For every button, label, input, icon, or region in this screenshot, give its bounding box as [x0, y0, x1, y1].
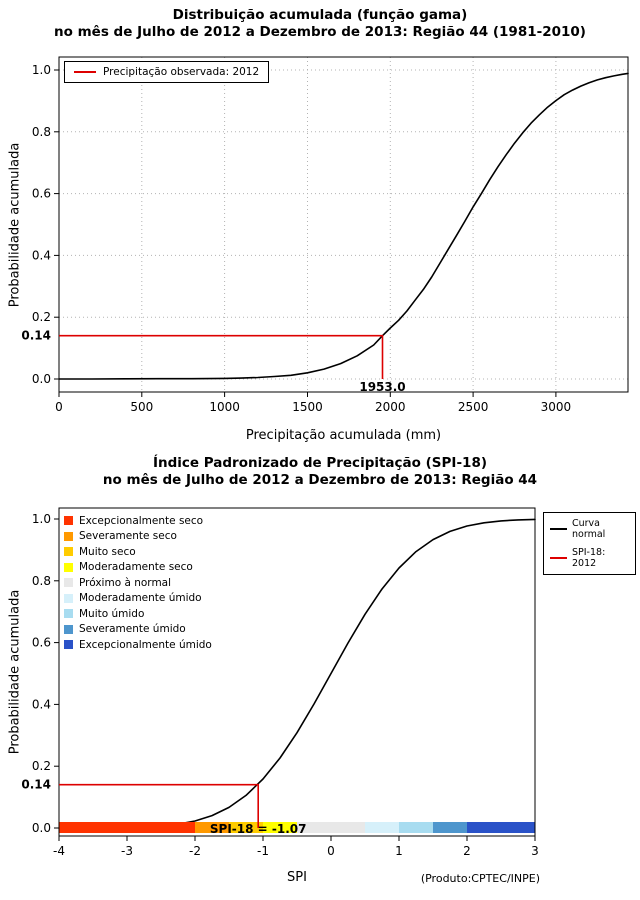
category-label: Próximo à normal: [79, 576, 172, 589]
spi-category-bar-segment: [297, 822, 365, 833]
y-tick-label: 0.2: [32, 759, 51, 773]
y-tick-label: 0.6: [32, 187, 51, 201]
top-yaxis-label: Probabilidade acumulada: [7, 142, 23, 308]
y-tick-label: 0.4: [32, 248, 51, 262]
category-label: Muito úmido: [79, 607, 145, 620]
y-tick-label: 0.2: [32, 310, 51, 324]
x-tick-label: 1: [395, 844, 403, 858]
bottom-chart-legend: Curva normal SPI-18: 2012: [543, 512, 636, 575]
category-legend-item: Próximo à normal: [64, 575, 212, 591]
category-legend-item: Muito seco: [64, 544, 212, 560]
y-tick-label: 0.8: [32, 574, 51, 588]
category-legend-item: Moderadamente úmido: [64, 591, 212, 607]
plot-box: [58, 56, 629, 393]
category-legend-item: Excepcionalmente úmido: [64, 637, 212, 653]
spi-value-annotation: SPI-18 = -1.07: [210, 822, 307, 836]
credit-text: (Produto:CPTEC/INPE): [420, 872, 540, 885]
category-swatch-icon: [64, 609, 73, 619]
observed-value-line: [59, 783, 260, 828]
probability-annotation: 0.14: [21, 329, 51, 343]
category-legend-item: Excepcionalmente seco: [64, 513, 212, 529]
legend-label-spi-2012: SPI-18: 2012: [572, 546, 606, 569]
category-label: Excepcionalmente úmido: [79, 638, 212, 651]
y-tick-label: 0.8: [32, 125, 51, 139]
x-tick-label: -2: [189, 844, 201, 858]
cdf-curve: [58, 72, 629, 380]
y-tick-label: 0.4: [32, 697, 51, 711]
category-legend-item: Severamente seco: [64, 529, 212, 545]
top-chart-title: Distribuição acumulada (função gama): [172, 7, 468, 23]
spi-category-bar-segment: [195, 822, 229, 833]
category-swatch-icon: [64, 562, 73, 572]
y-tick-label: 1.0: [32, 512, 51, 526]
y-tick-label: 0.6: [32, 636, 51, 650]
bottom-xaxis-label: SPI: [287, 870, 307, 885]
x-tick-label: 0: [55, 400, 63, 414]
category-swatch-icon: [64, 578, 73, 588]
x-tick-label: 0: [327, 844, 335, 858]
observed-value-line: [59, 334, 384, 379]
observed-x-annotation: 1953.0: [359, 380, 405, 394]
category-legend-item: Severamente úmido: [64, 622, 212, 638]
spi-category-bar-segment: [263, 822, 297, 833]
x-tick-label: 1500: [292, 400, 323, 414]
y-tick-label: 0.0: [32, 821, 51, 835]
bottom-yaxis-label: Probabilidade acumulada: [7, 589, 23, 755]
x-tick-label: 500: [130, 400, 153, 414]
top-chart-subtitle: no mês de Julho de 2012 a Dezembro de 20…: [54, 24, 586, 40]
legend-label-normal-curve: Curva normal: [572, 518, 606, 541]
spi-category-bar-segment: [229, 822, 263, 833]
category-swatch-icon: [64, 531, 73, 541]
x-tick-label: 1000: [209, 400, 240, 414]
spi-category-bar-segment: [365, 822, 399, 833]
top-chart-legend: Precipitação observada: 2012: [64, 61, 270, 83]
spi-category-legend: Excepcionalmente seco Severamente seco Mui…: [64, 513, 212, 653]
category-legend-item: Moderadamente seco: [64, 560, 212, 576]
x-tick-label: 2000: [375, 400, 406, 414]
category-swatch-icon: [64, 640, 73, 650]
spi-category-bar-segment: [59, 822, 195, 833]
spi-category-bar-segment: [433, 822, 467, 833]
category-label: Severamente seco: [79, 530, 177, 543]
observed-line-sample-icon: [74, 71, 96, 73]
category-swatch-icon: [64, 516, 73, 526]
x-tick-label: 3: [531, 844, 539, 858]
category-label: Excepcionalmente seco: [79, 514, 204, 527]
spi-line-sample-icon: [550, 556, 567, 559]
category-label: Muito seco: [79, 545, 136, 558]
category-swatch-icon: [64, 624, 73, 634]
category-swatch-icon: [64, 593, 73, 603]
bottom-chart-subtitle: no mês de Julho de 2012 a Dezembro de 20…: [102, 472, 538, 488]
category-swatch-icon: [64, 547, 73, 557]
spi-category-bar-segment: [399, 822, 433, 833]
plot-box: [58, 507, 536, 837]
bottom-chart-title: Índice Padronizado de Precipitação (SPI-…: [152, 455, 488, 471]
x-tick-label: -3: [121, 844, 133, 858]
spi-category-bar-segment: [467, 822, 535, 833]
x-tick-label: 3000: [541, 400, 572, 414]
top-legend-label: Precipitação observada: 2012: [103, 66, 260, 78]
y-tick-label: 0.0: [32, 372, 51, 386]
x-tick-label: -1: [257, 844, 269, 858]
category-label: Moderadamente seco: [79, 561, 193, 574]
legend-entry-normal-curve: Curva normal: [550, 518, 629, 541]
category-legend-item: Muito úmido: [64, 606, 212, 622]
x-tick-label: -4: [53, 844, 65, 858]
category-label: Severamente úmido: [79, 623, 186, 636]
x-tick-label: 2: [463, 844, 471, 858]
probability-annotation: 0.14: [21, 778, 51, 792]
normal-curve-line-sample-icon: [550, 528, 567, 531]
x-tick-label: 2500: [458, 400, 489, 414]
y-tick-label: 1.0: [32, 63, 51, 77]
legend-entry-spi-2012: SPI-18: 2012: [550, 547, 629, 569]
top-xaxis-label: Precipitação acumulada (mm): [245, 428, 442, 443]
category-label: Moderadamente úmido: [79, 592, 202, 605]
